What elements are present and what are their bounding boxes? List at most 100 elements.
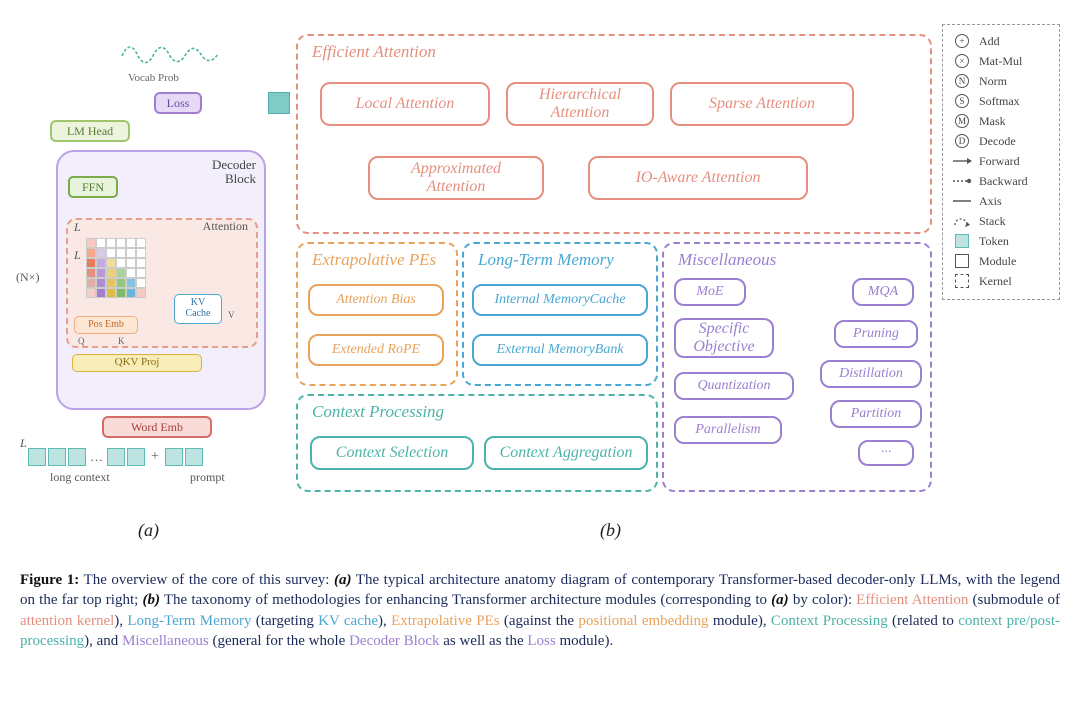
legend-label: Token	[979, 234, 1009, 249]
attn-L-top: L	[74, 220, 81, 235]
legend-label: Module	[979, 254, 1016, 269]
plus-icon: +	[147, 449, 163, 465]
taxonomy-item: ···	[858, 440, 914, 466]
legend-label: Softmax	[979, 94, 1020, 109]
taxonomy-item: Sparse Attention	[670, 82, 854, 126]
taxonomy-item: Specific Objective	[674, 318, 774, 358]
token	[68, 448, 86, 466]
figure-caption: Figure 1: The overview of the core of th…	[20, 570, 1060, 651]
legend-label: Stack	[979, 214, 1006, 229]
legend-label: Axis	[979, 194, 1002, 209]
legend-row-token: Token	[951, 231, 1051, 251]
legend-row-decode: D Decode	[951, 131, 1051, 151]
token	[165, 448, 183, 466]
pos-emb-module: Pos Emb	[74, 316, 138, 334]
matmul-icon: ×	[951, 54, 973, 68]
legend-label: Add	[979, 34, 1000, 49]
legend: + Add × Mat-Mul N Norm S Softmax M Mask D Decode For…	[942, 24, 1060, 300]
mask-icon: M	[951, 114, 973, 128]
taxonomy-item: Parallelism	[674, 416, 782, 444]
token	[185, 448, 203, 466]
legend-label: Backward	[979, 174, 1028, 189]
taxonomy-item: Quantization	[674, 372, 794, 400]
decoder-block-label: Decoder Block	[212, 158, 256, 187]
ffn-module: FFN	[68, 176, 118, 198]
taxonomy-item: Extended RoPE	[308, 334, 444, 366]
legend-label: Mat-Mul	[979, 54, 1022, 69]
token	[107, 448, 125, 466]
prompt-label: prompt	[190, 470, 225, 485]
add-icon: +	[951, 34, 973, 48]
legend-row-norm: N Norm	[951, 71, 1051, 91]
legend-label: Norm	[979, 74, 1007, 89]
taxonomy-item: Distillation	[820, 360, 922, 388]
group-title: Extrapolative PEs	[312, 250, 436, 270]
legend-row-softmax: S Softmax	[951, 91, 1051, 111]
decode-icon: D	[951, 134, 973, 148]
attention-matrix-icon	[86, 238, 146, 298]
taxonomy-item: Context Aggregation	[484, 436, 648, 470]
group-title: Miscellaneous	[678, 250, 776, 270]
vocab-prob-label: Vocab Prob	[128, 72, 179, 84]
kernel-icon	[951, 274, 973, 288]
input-tokens: … +	[28, 448, 203, 466]
taxonomy-item: MoE	[674, 278, 746, 306]
taxonomy-item: Internal MemoryCache	[472, 284, 648, 316]
v-label: V	[228, 310, 235, 320]
L-axis-label: L	[20, 436, 27, 451]
kv-cache: KV Cache	[174, 294, 222, 324]
long-context-label: long context	[50, 470, 110, 485]
forward-icon	[951, 156, 973, 166]
legend-label: Forward	[979, 154, 1020, 169]
token	[48, 448, 66, 466]
lm-head-module: LM Head	[50, 120, 130, 142]
figure: Vocab Prob Loss LM Head Decoder Block FF…	[20, 20, 1060, 560]
stack-icon	[951, 214, 973, 228]
legend-row-mask: M Mask	[951, 111, 1051, 131]
taxonomy-item: Hierarchical Attention	[506, 82, 654, 126]
legend-label: Decode	[979, 134, 1016, 149]
legend-row-axis: Axis	[951, 191, 1051, 211]
taxonomy-item: IO-Aware Attention	[588, 156, 808, 200]
q-label: Q	[78, 336, 85, 346]
taxonomy-item: Partition	[830, 400, 922, 428]
group-efficient-attention: Efficient Attention	[296, 34, 932, 234]
legend-row-forward: Forward	[951, 151, 1051, 171]
axis-icon	[951, 196, 973, 206]
figure-number: Figure 1:	[20, 572, 79, 588]
subfigure-a-label: (a)	[138, 520, 159, 541]
panel-a: Vocab Prob Loss LM Head Decoder Block FF…	[20, 20, 272, 520]
legend-label: Kernel	[979, 274, 1012, 289]
group-title: Long-Term Memory	[478, 250, 614, 270]
subfigure-b-label: (b)	[600, 520, 621, 541]
norm-icon: N	[951, 74, 973, 88]
token	[127, 448, 145, 466]
attention-label: Attention	[203, 219, 248, 234]
legend-label: Mask	[979, 114, 1006, 129]
legend-row-matmul: × Mat-Mul	[951, 51, 1051, 71]
taxonomy-item: Approximated Attention	[368, 156, 544, 200]
taxonomy-item: Context Selection	[310, 436, 474, 470]
legend-row-add: + Add	[951, 31, 1051, 51]
softmax-icon: S	[951, 94, 973, 108]
k-label: K	[118, 336, 125, 346]
taxonomy-item: External MemoryBank	[472, 334, 648, 366]
attention-kernel: L L Attention KV Cache Pos Emb Q K V	[66, 218, 258, 348]
word-emb-module: Word Emb	[102, 416, 212, 438]
waveform-icon	[120, 36, 230, 66]
group-title: Context Processing	[312, 402, 444, 422]
taxonomy-item: Local Attention	[320, 82, 490, 126]
token-icon	[951, 234, 973, 248]
output-token	[268, 92, 290, 114]
taxonomy-item: Pruning	[834, 320, 918, 348]
loss-module: Loss	[154, 92, 202, 114]
attn-L-side: L	[74, 248, 81, 263]
taxonomy-item: MQA	[852, 278, 914, 306]
legend-row-backward: Backward	[951, 171, 1051, 191]
legend-row-kernel: Kernel	[951, 271, 1051, 291]
legend-row-module: Module	[951, 251, 1051, 271]
n-times-label: (N×)	[16, 270, 39, 285]
taxonomy-item: Attention Bias	[308, 284, 444, 316]
module-icon	[951, 254, 973, 268]
legend-row-stack: Stack	[951, 211, 1051, 231]
